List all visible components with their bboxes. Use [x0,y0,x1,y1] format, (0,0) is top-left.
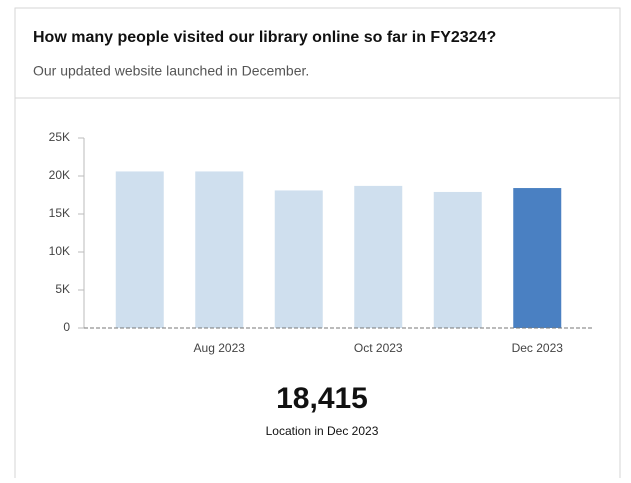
bar [274,190,323,328]
card-border [14,7,621,478]
bar [354,185,403,328]
chart-title: How many people visited our library onli… [33,29,496,46]
bar [513,188,562,328]
y-tick-label: 25K [49,130,70,144]
y-tick-label: 10K [49,244,70,258]
bar [195,171,244,328]
x-tick-label: Aug 2023 [194,341,246,355]
y-tick-label: 15K [49,206,70,220]
chart-subtitle: Our updated website launched in December… [33,63,309,79]
y-tick-label: 0 [63,320,70,334]
x-tick-label: Dec 2023 [512,341,564,355]
callout-value: 18,415 [276,382,368,415]
y-tick-label: 5K [55,282,70,296]
callout-caption: Location in Dec 2023 [266,424,379,438]
bar [433,191,482,328]
x-tick-label: Oct 2023 [354,341,403,355]
bar [115,171,164,328]
y-tick-label: 20K [49,168,70,182]
